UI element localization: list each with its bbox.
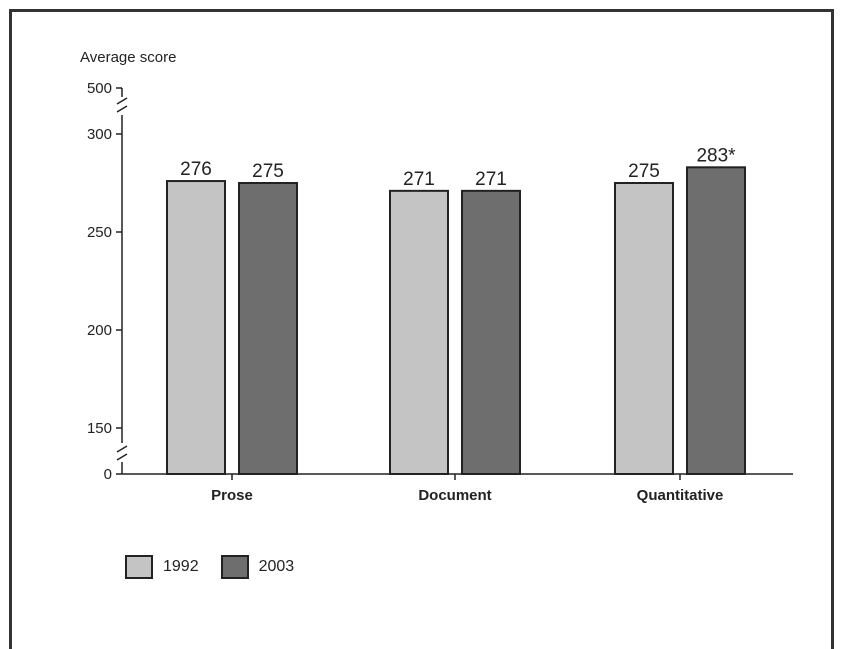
data-label-quantitative-1992: 275 xyxy=(628,161,660,182)
bars: 276 275 271 271 275 283* xyxy=(166,145,746,475)
legend-item-1992: 1992 xyxy=(125,555,199,579)
chart-frame xyxy=(9,9,834,649)
bar-chart: Average score 0 150 200 250 300 500 Prose Docum… xyxy=(80,49,793,504)
data-label-document-1992: 271 xyxy=(403,169,435,190)
bar-prose-1992 xyxy=(166,180,226,475)
axes: 0 150 200 250 300 500 Prose Document Quantitativ… xyxy=(87,80,793,504)
y-tick-label-250: 250 xyxy=(87,224,112,241)
y-tick-label-500: 500 xyxy=(87,80,112,97)
data-label-prose-1992: 276 xyxy=(180,159,212,180)
data-label-document-2003: 271 xyxy=(475,169,507,190)
y-tick-label-300: 300 xyxy=(87,126,112,143)
data-label-quantitative-2003: 283* xyxy=(696,145,736,166)
bar-quantitative-1992 xyxy=(614,182,674,475)
x-tick-label-quantitative: Quantitative xyxy=(637,487,724,504)
y-axis-break-bottom xyxy=(116,445,128,461)
y-tick-label-0: 0 xyxy=(104,466,112,483)
legend-label-2003: 2003 xyxy=(258,558,295,575)
legend-swatch-1992 xyxy=(125,555,153,579)
x-tick-label-prose: Prose xyxy=(211,487,253,504)
legend: 1992 2003 xyxy=(125,555,316,579)
bar-document-1992 xyxy=(389,189,449,475)
bar-quantitative-2003 xyxy=(686,166,746,475)
x-tick-label-document: Document xyxy=(418,487,491,504)
y-tick-label-150: 150 xyxy=(87,420,112,437)
bar-prose-2003 xyxy=(238,182,298,475)
legend-item-2003: 2003 xyxy=(220,555,295,579)
y-axis-break-top xyxy=(116,97,128,113)
bar-document-2003 xyxy=(461,189,521,475)
y-tick-label-200: 200 xyxy=(87,322,112,339)
legend-label-1992: 1992 xyxy=(163,558,199,575)
legend-swatch-2003 xyxy=(220,555,249,579)
y-axis-label: Average score xyxy=(80,49,176,66)
data-label-prose-2003: 275 xyxy=(252,161,284,182)
